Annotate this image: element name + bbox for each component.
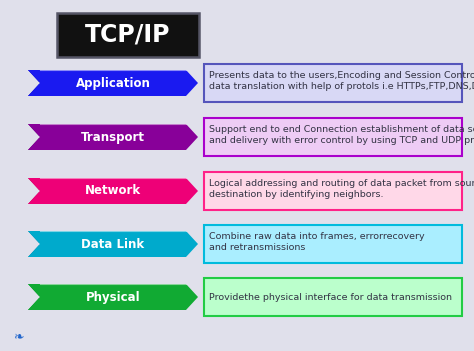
Text: Physical: Physical [86,291,140,304]
Text: TCP/IP: TCP/IP [85,23,171,47]
Polygon shape [28,284,198,310]
Polygon shape [28,137,40,150]
Polygon shape [28,124,198,150]
FancyBboxPatch shape [204,172,462,210]
Polygon shape [28,244,40,257]
Text: Presents data to the users,Encoding and Session Controlt ,
data translation with: Presents data to the users,Encoding and … [209,71,474,91]
Text: Data Link: Data Link [82,238,145,251]
Text: Providethe physical interface for data transmission: Providethe physical interface for data t… [209,292,452,302]
Text: Application: Application [75,77,150,90]
Text: Transport: Transport [81,131,145,144]
Text: Combine raw data into frames, errorrecovery
and retransmissions: Combine raw data into frames, errorrecov… [209,232,425,252]
FancyBboxPatch shape [204,278,462,316]
Polygon shape [28,124,40,137]
Polygon shape [28,231,40,244]
Polygon shape [28,83,40,96]
Polygon shape [28,297,40,310]
Polygon shape [28,284,40,297]
Polygon shape [28,231,198,257]
FancyBboxPatch shape [204,225,462,263]
Text: ❧: ❧ [13,331,23,344]
Text: Logical addressing and routing of data packet from source to
destination by iden: Logical addressing and routing of data p… [209,179,474,199]
FancyBboxPatch shape [57,13,199,57]
Polygon shape [28,178,40,191]
FancyBboxPatch shape [204,118,462,156]
FancyBboxPatch shape [204,64,462,102]
Text: Support end to end Connection establishment of data segments
and delivery with e: Support end to end Connection establishm… [209,125,474,145]
Text: Network: Network [85,185,141,198]
Polygon shape [28,70,40,83]
Polygon shape [28,178,198,204]
Polygon shape [28,70,198,96]
Polygon shape [28,191,40,204]
